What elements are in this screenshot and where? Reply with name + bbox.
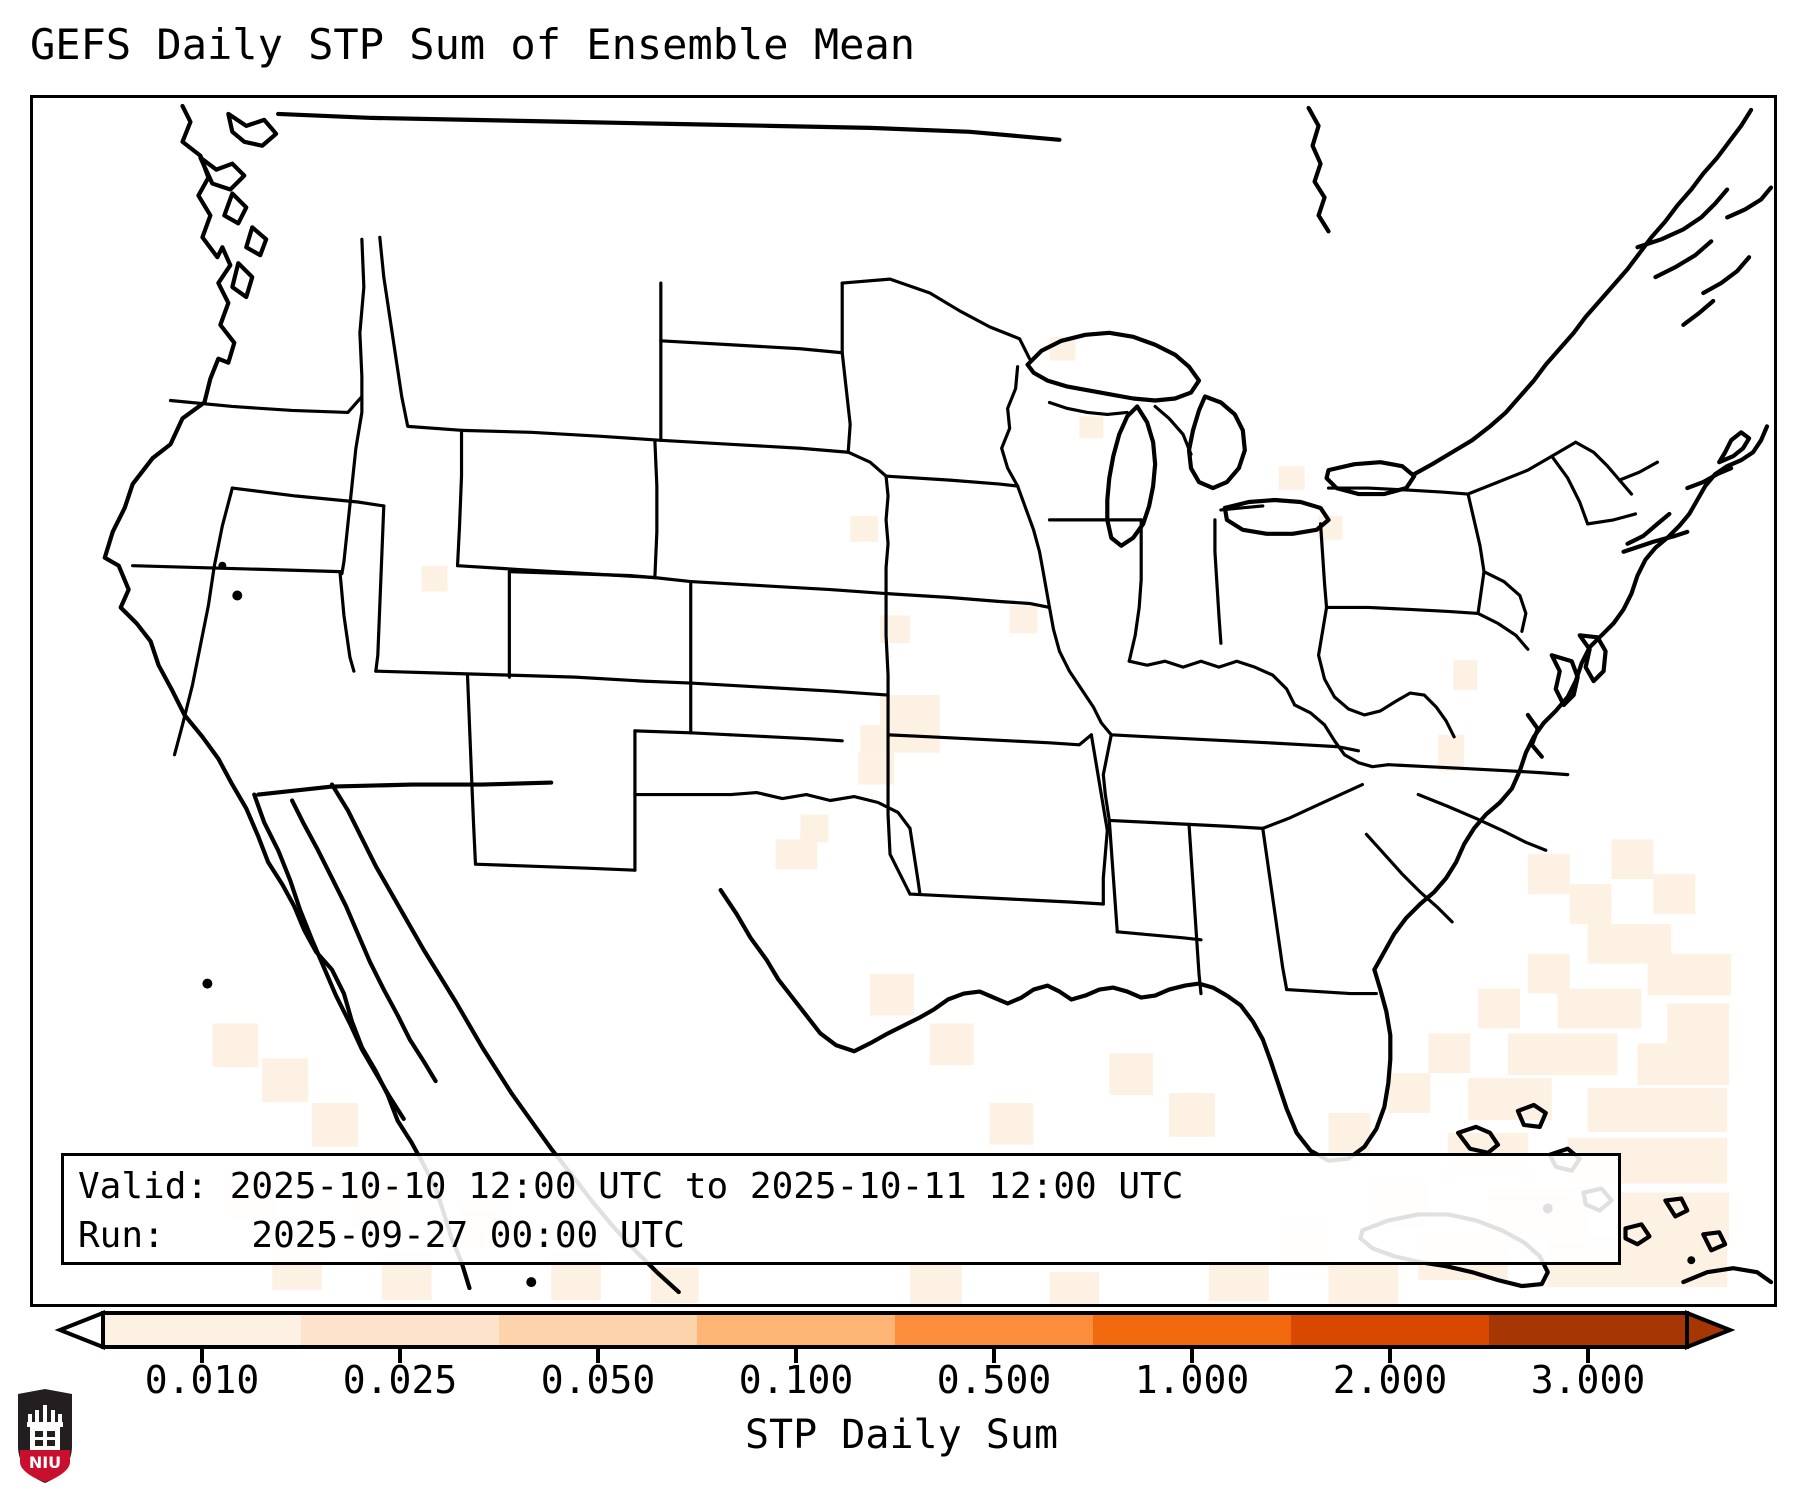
colorbar-tick-label: 1.000: [1134, 1358, 1250, 1402]
colorbar-segment: [499, 1313, 698, 1347]
colorbar-tick-labels: 0.010 0.025 0.050 0.100 0.500 1.000 2.000 3.000: [0, 1358, 1803, 1414]
colorbar-segments: [103, 1313, 1688, 1347]
colorbar-segment: [301, 1313, 500, 1347]
colorbar-canvas: [54, 1310, 1736, 1363]
colorbar-over-arrow: [1685, 1310, 1736, 1350]
niu-castle-windows: [35, 1431, 55, 1446]
run-time-text: Run: 2025-09-27 00:00 UTC: [78, 1215, 685, 1256]
niu-banner-text: NIU: [29, 1453, 61, 1472]
colorbar-ticks: [200, 1347, 1590, 1363]
colorbar-segment: [697, 1313, 896, 1347]
valid-run-annotation-box: Valid: 2025-10-10 12:00 UTC to 2025-10-1…: [61, 1153, 1621, 1265]
map-canvas: [102, 103, 1774, 1304]
coastline-layer: [102, 103, 1774, 1295]
colorbar-segment: [1489, 1313, 1688, 1347]
colorbar-tick-label: 0.500: [936, 1358, 1052, 1402]
colorbar-tick-label: 3.000: [1530, 1358, 1646, 1402]
colorbar-segment: [1291, 1313, 1490, 1347]
colorbar: [0, 1306, 1803, 1366]
niu-logo: NIU: [18, 1389, 72, 1483]
valid-time-text: Valid: 2025-10-10 12:00 UTC to 2025-10-1…: [78, 1166, 1184, 1207]
colorbar-axis-label: STP Daily Sum: [744, 1412, 1059, 1458]
niu-banner: [20, 1450, 70, 1482]
colorbar-tick-label: 0.025: [342, 1358, 458, 1402]
colorbar-tick-label: 2.000: [1332, 1358, 1448, 1402]
colorbar-outline: [101, 1311, 1689, 1349]
state-borders-layer: [131, 235, 1659, 996]
colorbar-segment: [103, 1313, 302, 1347]
colorbar-under-arrow: [54, 1310, 105, 1350]
colorbar-tick-label: 0.010: [144, 1358, 260, 1402]
colorbar-tick-label: 0.100: [738, 1358, 854, 1402]
map-panel: Valid: 2025-10-10 12:00 UTC to 2025-10-1…: [30, 95, 1777, 1307]
colorbar-segment: [895, 1313, 1094, 1347]
colorbar-tick-label: 0.050: [540, 1358, 656, 1402]
colorbar-segment: [1093, 1313, 1292, 1347]
page-title: GEFS Daily STP Sum of Ensemble Mean: [30, 20, 916, 69]
